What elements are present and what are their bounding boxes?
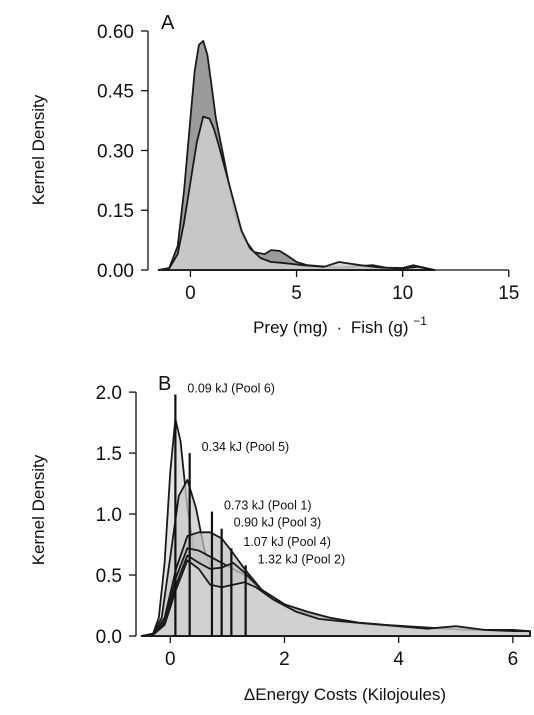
y-tick-label: 0.00 <box>97 261 134 282</box>
panel-b-x-axis-title: ΔEnergy Costs (Kilojoules) <box>244 685 446 704</box>
y-tick-label: 0.15 <box>97 201 134 222</box>
mean-annotation-label: 0.34 kJ (Pool 5) <box>202 440 290 454</box>
x-tick-label: 6 <box>508 649 519 670</box>
y-tick-label: 1.0 <box>96 505 122 526</box>
y-tick-label: 0.0 <box>96 627 122 648</box>
density-area-6 <box>140 559 531 637</box>
x-tick-label: 0 <box>165 649 176 670</box>
panel-b-annotations: 0.09 kJ (Pool 6) 0.34 kJ (Pool 5) 0.73 kJ … <box>174 382 346 636</box>
x-axis-title-exponent: −1 <box>413 314 427 328</box>
panel-a-density-chart: 0 5 10 15 0.00 0.15 0.30 0.45 0.60 A Kernel Dens… <box>29 12 519 337</box>
panel-b-axes: 0 2 4 6 0.0 0.5 1.0 1.5 2.0 <box>96 383 519 670</box>
panel-a-x-axis-title: Prey (mg) · Fish (g) −1 <box>253 314 427 337</box>
panel-b-density-chart: 0.09 kJ (Pool 6) 0.34 kJ (Pool 5) 0.73 kJ … <box>29 373 531 704</box>
y-tick-label: 0.5 <box>96 566 122 587</box>
panel-a-axes: 0 5 10 15 0.00 0.15 0.30 0.45 0.60 <box>97 22 519 304</box>
x-tick-label: 2 <box>279 649 290 670</box>
density-area-2 <box>157 115 436 271</box>
x-axis-title-dot: · <box>336 318 342 337</box>
mean-annotation-label: 0.09 kJ (Pool 6) <box>187 382 275 396</box>
panel-a-y-axis-title: Kernel Density <box>29 94 48 205</box>
y-tick-label: 0.30 <box>97 141 134 162</box>
y-tick-label: 2.0 <box>96 383 122 404</box>
x-tick-label: 4 <box>393 649 404 670</box>
y-tick-label: 0.60 <box>97 22 134 43</box>
y-tick-label: 0.45 <box>97 82 134 103</box>
mean-annotation-label: 1.32 kJ (Pool 2) <box>258 552 346 566</box>
x-tick-label: 15 <box>498 283 519 304</box>
x-axis-title-prey: Prey (mg) <box>253 318 328 337</box>
mean-annotation-label: 1.07 kJ (Pool 4) <box>243 535 331 549</box>
panel-b-density-areas <box>140 418 531 637</box>
x-tick-label: 10 <box>392 283 413 304</box>
panel-b-y-axis-title: Kernel Density <box>29 454 48 565</box>
panel-a-density-areas <box>157 40 436 271</box>
mean-annotation-label: 0.73 kJ (Pool 1) <box>224 499 312 513</box>
mean-annotation-label: 0.90 kJ (Pool 3) <box>234 516 322 530</box>
x-axis-title-fish: Fish (g) <box>351 318 409 337</box>
panel-b-label: B <box>158 373 171 395</box>
y-tick-label: 1.5 <box>96 444 122 465</box>
x-tick-label: 0 <box>185 283 196 304</box>
panel-a-label: A <box>161 12 175 34</box>
x-tick-label: 5 <box>291 283 302 304</box>
